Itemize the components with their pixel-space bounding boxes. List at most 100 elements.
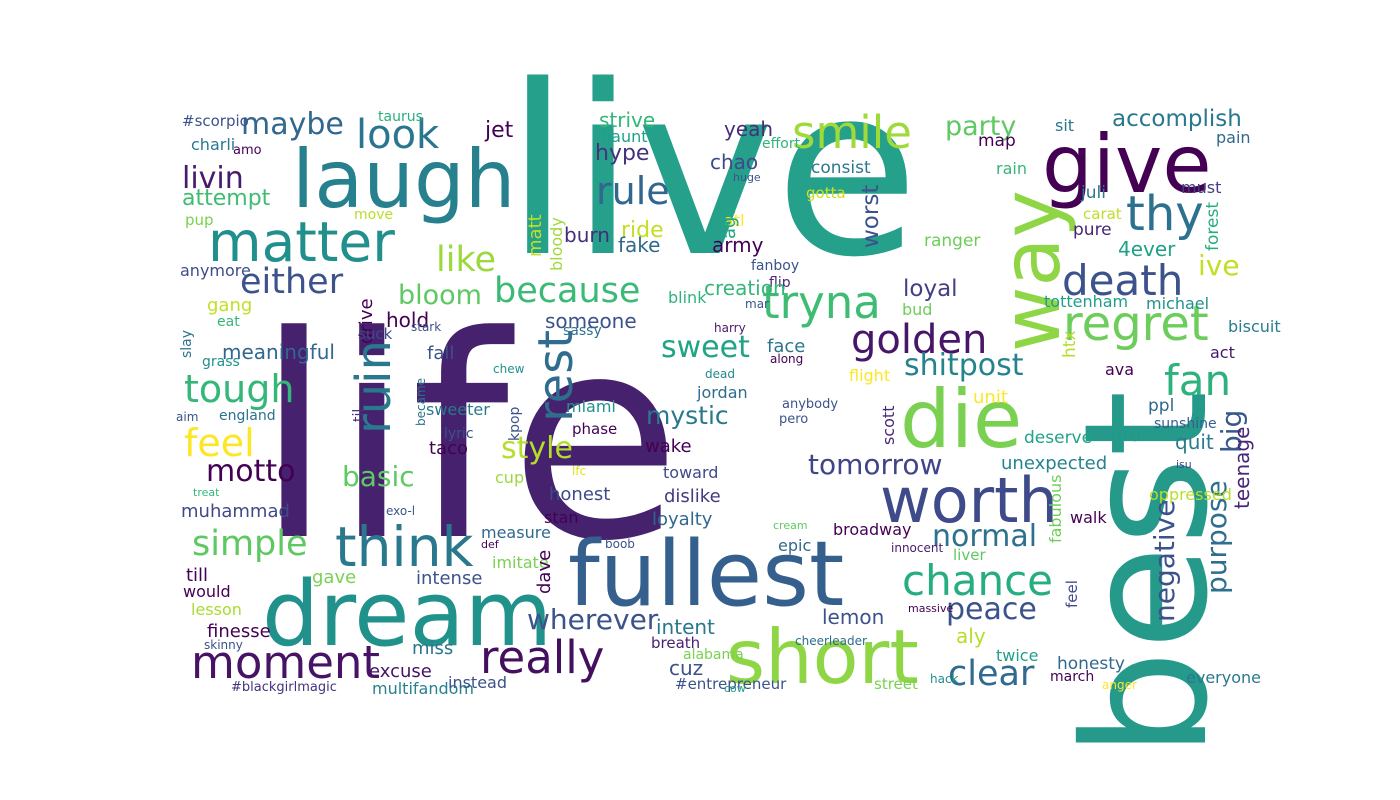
cloud-word: hold xyxy=(386,308,430,332)
cloud-word: taco xyxy=(429,438,468,459)
cloud-word: die xyxy=(900,373,1023,466)
cloud-word: strive xyxy=(599,108,656,132)
cloud-word: unit xyxy=(973,387,1008,408)
cloud-word: miss xyxy=(412,638,454,659)
cloud-word: consist xyxy=(811,158,871,178)
cloud-word: smile xyxy=(792,106,912,159)
cloud-word: life xyxy=(255,277,682,603)
cloud-word: excuse xyxy=(369,661,432,682)
cloud-word: pure xyxy=(1073,220,1112,240)
cloud-word: lyric xyxy=(444,426,474,442)
cloud-word: honesty xyxy=(1057,654,1125,674)
cloud-word: motto xyxy=(206,454,296,489)
cloud-word: tough xyxy=(184,367,295,411)
cloud-word: ive xyxy=(1198,249,1240,282)
cloud-word: give xyxy=(1042,118,1212,211)
cloud-word: scott xyxy=(879,406,898,446)
cloud-word: gang xyxy=(207,295,253,316)
cloud-word: cuz xyxy=(669,656,704,680)
cloud-word: creation xyxy=(704,276,786,300)
cloud-word: chance xyxy=(902,556,1053,605)
cloud-word: ava xyxy=(1105,360,1135,379)
cloud-word: innocent xyxy=(891,541,944,555)
cloud-word: worth xyxy=(880,464,1058,537)
cloud-word: pero xyxy=(779,412,809,427)
cloud-word: sweeter xyxy=(426,400,490,419)
cloud-word: meaningful xyxy=(222,340,335,364)
cloud-word: muhammad xyxy=(181,501,290,522)
cloud-word: would xyxy=(183,582,231,601)
cloud-word: multifandom xyxy=(372,679,474,698)
cloud-word: gotta xyxy=(806,184,846,202)
cloud-word: burn xyxy=(564,223,610,247)
cloud-word: chao xyxy=(710,150,759,174)
cloud-word: htx xyxy=(1060,330,1080,358)
cloud-word: huge xyxy=(733,171,761,184)
cloud-word: like xyxy=(436,240,497,280)
cloud-word: tryna xyxy=(762,276,881,329)
cloud-word: blink xyxy=(668,288,707,307)
cloud-word: twice xyxy=(996,646,1039,665)
cloud-word: england xyxy=(219,408,276,424)
cloud-word: finesse xyxy=(207,621,271,642)
cloud-word: bloody xyxy=(547,217,566,271)
cloud-word: #scorpio xyxy=(182,112,249,130)
cloud-word: ppl xyxy=(1148,396,1175,416)
cloud-word: fanboy xyxy=(751,258,800,274)
cloud-word: matt xyxy=(525,214,546,257)
cloud-word: sassy xyxy=(563,323,602,339)
cloud-word: til xyxy=(351,409,367,423)
cloud-word: #entrepreneur xyxy=(675,675,787,693)
cloud-word: ranger xyxy=(924,231,981,251)
cloud-word: michael xyxy=(1146,294,1210,313)
cloud-word: treat xyxy=(193,486,220,499)
cloud-word: thy xyxy=(1126,186,1204,242)
cloud-word: 4ever xyxy=(1118,237,1176,261)
cloud-word: pup xyxy=(185,211,214,229)
cloud-word: suck xyxy=(358,325,393,343)
cloud-word: skinny xyxy=(204,638,243,652)
cloud-word: gave xyxy=(312,567,357,588)
cloud-word: dead xyxy=(705,367,735,381)
cloud-word: harry xyxy=(714,321,746,335)
cloud-word: either xyxy=(240,262,344,302)
cloud-word: stark xyxy=(411,320,442,334)
cloud-word: death xyxy=(1062,256,1184,305)
cloud-word: aim xyxy=(176,410,199,424)
cloud-word: loyal xyxy=(903,276,958,302)
cloud-word: sunshine xyxy=(1154,416,1217,432)
cloud-word: teenage xyxy=(1230,427,1254,510)
cloud-word: lesson xyxy=(191,600,242,619)
cloud-word: #blackgirlmagic xyxy=(231,680,337,695)
cloud-word: honest xyxy=(549,484,611,505)
cloud-word: short xyxy=(726,613,919,701)
cloud-word: live xyxy=(505,36,920,309)
cloud-word: isu xyxy=(1176,458,1192,471)
cloud-word: chew xyxy=(493,362,525,376)
cloud-word: anymore xyxy=(180,261,251,280)
cloud-word: instead xyxy=(448,673,507,692)
cloud-word: moment xyxy=(191,636,381,689)
cloud-word: fall xyxy=(427,343,455,364)
cloud-word: measure xyxy=(481,523,551,542)
cloud-word: street xyxy=(874,675,918,693)
cloud-word: flight xyxy=(849,366,891,385)
cloud-word: anger xyxy=(1102,678,1137,692)
cloud-word: face xyxy=(767,336,806,357)
cloud-word: party xyxy=(945,111,1017,142)
cloud-word: alabama xyxy=(683,647,744,663)
cloud-word: must xyxy=(1181,178,1222,197)
cloud-word: jet xyxy=(485,118,514,143)
cloud-word: forest xyxy=(1203,202,1223,251)
cloud-word: till xyxy=(186,565,209,586)
cloud-word: intense xyxy=(416,568,483,589)
cloud-word: fullest xyxy=(568,522,845,627)
cloud-word: look xyxy=(356,112,440,158)
cloud-word: along xyxy=(770,352,804,366)
cloud-word: dave xyxy=(534,550,555,595)
cloud-word: carat xyxy=(1083,205,1122,223)
cloud-word: grass xyxy=(202,354,240,370)
cloud-word: regret xyxy=(1063,296,1209,352)
cloud-word: ride xyxy=(621,218,664,243)
